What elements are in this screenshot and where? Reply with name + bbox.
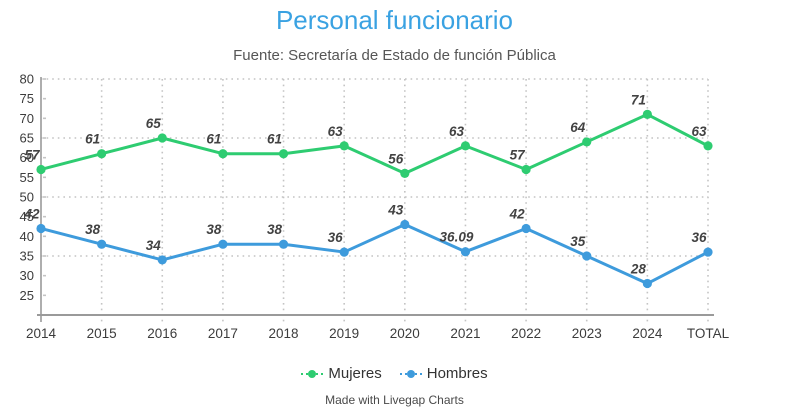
chart-title: Personal funcionario	[275, 5, 514, 35]
data-point-label: 57	[510, 147, 527, 162]
data-point-hombres	[339, 247, 349, 257]
data-point-mujeres	[36, 164, 46, 175]
data-point-label: 36	[691, 230, 707, 245]
data-point-hombres	[157, 255, 167, 265]
x-category-label: 2017	[208, 326, 238, 341]
chart-legend: Mujeres Hombres	[0, 365, 789, 382]
data-point-mujeres	[97, 149, 107, 159]
data-point-mujeres	[218, 149, 228, 159]
series-line-hombres	[39, 223, 710, 286]
y-tick-label: 35	[20, 249, 34, 264]
data-point-mujeres	[400, 168, 410, 178]
data-point-label: 64	[570, 120, 586, 135]
data-point-label: 56	[388, 151, 404, 166]
data-point-label: 36	[328, 230, 344, 245]
data-point-label: 42	[23, 206, 40, 221]
data-point-label: 43	[387, 203, 404, 218]
data-point-hombres	[97, 239, 107, 249]
x-category-label: 2014	[26, 326, 57, 341]
data-point-label: 36.09	[440, 230, 474, 245]
data-point-hombres	[400, 219, 410, 230]
data-point-hombres	[582, 251, 592, 261]
data-point-label: 63	[328, 124, 344, 139]
x-category-label: TOTAL	[687, 326, 730, 341]
y-tick-label: 55	[20, 170, 34, 185]
data-point-label: 38	[85, 222, 101, 237]
y-tick-label: 30	[20, 268, 34, 283]
data-point-label: 61	[267, 132, 282, 147]
data-point-label: 34	[146, 238, 162, 253]
y-tick-label: 80	[20, 72, 34, 87]
data-point-label: 61	[206, 132, 221, 147]
data-point-mujeres	[278, 149, 289, 159]
y-tick-label: 45	[20, 209, 34, 224]
x-category-label: 2023	[572, 326, 602, 341]
y-tick-label: 60	[20, 150, 34, 165]
data-point-mujeres	[582, 137, 592, 147]
data-point-mujeres	[642, 109, 652, 119]
line-chart-plot: 25 30 35 40 45 50 55 60 65 70 75 80 2014 2015 2016 2017…	[20, 72, 730, 342]
data-point-label: 38	[267, 222, 283, 237]
data-point-hombres	[278, 239, 289, 249]
hombres-marker-icon	[399, 369, 422, 378]
legend-item-mujeres[interactable]: Mujeres	[301, 365, 382, 382]
x-category-label: 2021	[450, 326, 480, 341]
x-category-label: 2020	[390, 326, 420, 341]
y-tick-label: 25	[20, 288, 34, 303]
legend-label-hombres: Hombres	[426, 365, 488, 382]
x-category-label: 2022	[511, 326, 541, 341]
data-point-label: 42	[509, 206, 526, 221]
data-point-label: 38	[206, 222, 222, 237]
mujeres-marker-icon	[301, 369, 324, 378]
chart-subtitle: Fuente: Secretaría de Estado de función …	[233, 47, 556, 64]
series-line-mujeres	[39, 112, 710, 175]
data-point-label: 61	[85, 132, 100, 147]
data-point-hombres	[460, 247, 471, 257]
data-point-hombres	[36, 223, 46, 234]
data-point-label: 65	[146, 116, 162, 131]
data-point-mujeres	[703, 141, 713, 151]
data-point-mujeres	[521, 164, 531, 175]
x-category-label: 2019	[329, 326, 359, 341]
data-point-label: 63	[691, 124, 707, 139]
y-tick-label: 70	[20, 111, 34, 126]
data-point-hombres	[703, 247, 713, 257]
data-point-mujeres	[460, 141, 471, 151]
y-tick-label: 40	[20, 229, 34, 244]
legend-item-hombres[interactable]: Hombres	[399, 365, 488, 382]
x-category-label: 2015	[87, 326, 117, 341]
x-category-label: 2024	[632, 326, 663, 341]
y-tick-label: 65	[20, 131, 34, 146]
y-tick-label: 75	[20, 91, 34, 106]
data-point-hombres	[642, 278, 652, 289]
x-category-label: 2016	[147, 326, 177, 341]
data-point-mujeres	[157, 133, 167, 143]
data-point-label: 71	[631, 92, 646, 107]
y-tick-label: 50	[20, 190, 34, 205]
data-point-hombres	[521, 223, 531, 234]
data-point-label: 63	[449, 124, 465, 139]
x-category-label: 2018	[269, 326, 299, 341]
data-point-label: 57	[24, 147, 41, 162]
data-point-hombres	[218, 239, 228, 249]
legend-label-mujeres: Mujeres	[328, 365, 382, 382]
credit-text: Made with Livegap Charts	[325, 393, 464, 407]
data-point-label: 35	[570, 234, 586, 249]
data-point-mujeres	[339, 141, 349, 151]
data-point-label: 28	[630, 262, 647, 277]
